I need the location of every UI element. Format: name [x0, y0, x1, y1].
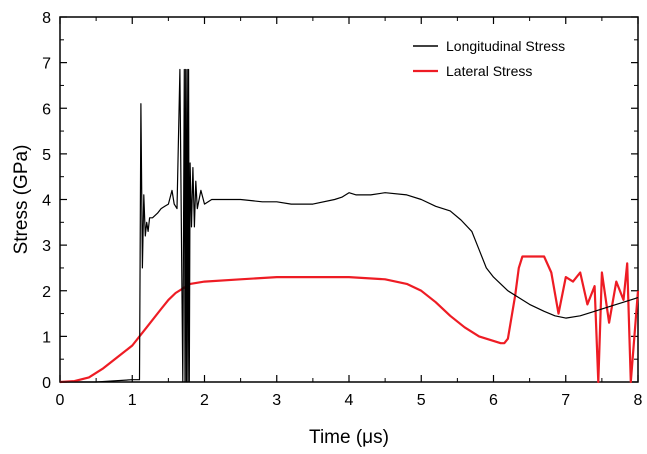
- y-tick-label: 0: [42, 375, 51, 392]
- series-line-longitudinal: [60, 68, 639, 383]
- x-tick-label: 4: [345, 392, 354, 409]
- y-tick-label: 3: [42, 238, 51, 255]
- legend-label-lateral: Lateral Stress: [446, 63, 532, 79]
- y-tick-label: 7: [42, 56, 51, 73]
- x-tick-label: 0: [56, 392, 65, 409]
- y-tick-label: 8: [42, 10, 51, 27]
- y-tick-label: 5: [42, 147, 51, 164]
- x-tick-label: 7: [561, 392, 570, 409]
- series-line-lateral: [59, 255, 640, 384]
- x-tick-label: 6: [489, 392, 498, 409]
- y-tick-label: 1: [42, 329, 51, 346]
- y-tick-label: 2: [42, 284, 51, 301]
- x-tick-label: 2: [200, 392, 209, 409]
- y-tick-label: 6: [42, 101, 51, 118]
- x-tick-label: 3: [272, 392, 281, 409]
- x-tick-label: 1: [128, 392, 137, 409]
- y-axis-label: Stress (GPa): [11, 145, 32, 255]
- y-tick-label: 4: [42, 193, 51, 210]
- legend: Longitudinal Stress Lateral Stress: [413, 38, 565, 79]
- x-tick-label: 5: [417, 392, 426, 409]
- legend-label-longitudinal: Longitudinal Stress: [446, 38, 565, 54]
- x-tick-label: 8: [634, 392, 643, 409]
- x-axis-label: Time (μs): [309, 427, 389, 448]
